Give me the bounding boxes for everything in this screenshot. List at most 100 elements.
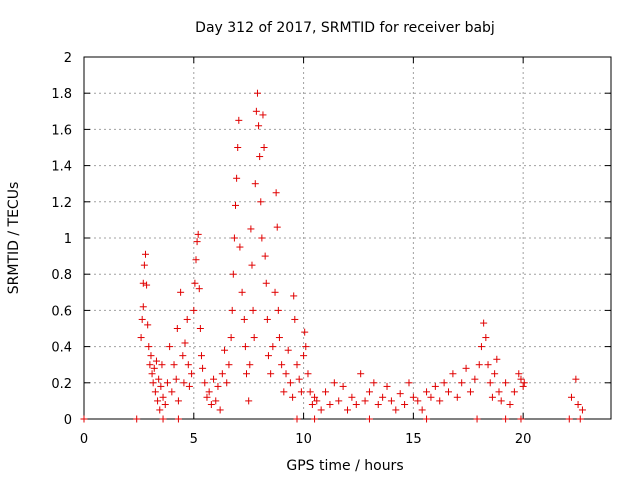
data-point [311, 393, 319, 401]
data-point [151, 388, 159, 396]
x-tick-label: 0 [80, 432, 88, 447]
data-point [306, 388, 314, 396]
data-point [365, 415, 373, 423]
data-point [148, 370, 156, 378]
data-point [477, 343, 485, 351]
data-point [232, 201, 240, 209]
data-point [144, 321, 152, 329]
data-point [250, 334, 258, 342]
data-point [228, 306, 236, 314]
data-point [145, 343, 153, 351]
data-point [143, 281, 151, 289]
y-tick-label: 1.8 [51, 87, 72, 102]
data-point [249, 306, 257, 314]
data-point [248, 261, 256, 269]
data-point [423, 415, 431, 423]
data-point [241, 343, 249, 351]
data-point [280, 388, 288, 396]
data-point [392, 406, 400, 414]
data-point [574, 401, 582, 409]
data-point [293, 415, 301, 423]
data-point [293, 361, 301, 369]
data-point [365, 388, 373, 396]
data-point [147, 352, 155, 360]
data-point [221, 346, 229, 354]
data-point [191, 279, 199, 287]
data-point [207, 401, 215, 409]
data-point [414, 397, 422, 405]
data-point [166, 343, 174, 351]
data-point [163, 379, 171, 387]
x-tick-label: 20 [515, 432, 532, 447]
data-point [275, 334, 283, 342]
data-point [193, 238, 201, 246]
data-point [205, 388, 213, 396]
data-point [262, 279, 270, 287]
data-point [259, 111, 267, 119]
data-point [295, 375, 303, 383]
data-point [486, 379, 494, 387]
data-point [344, 406, 351, 414]
data-point [480, 319, 488, 327]
y-tick-label: 0.8 [51, 268, 72, 283]
data-point [297, 388, 305, 396]
data-point [149, 379, 157, 387]
data-point [348, 393, 356, 401]
data-point [225, 361, 233, 369]
x-tick-label: 5 [190, 432, 198, 447]
data-point [449, 370, 457, 378]
data-point [519, 382, 527, 390]
data-point [286, 379, 294, 387]
data-point [304, 370, 312, 378]
data-point [141, 250, 149, 258]
data-point [495, 388, 503, 396]
data-point [267, 370, 275, 378]
data-point [146, 361, 154, 369]
data-point [139, 279, 147, 287]
data-point [387, 397, 395, 405]
data-point [339, 382, 347, 390]
data-point [212, 397, 220, 405]
y-tick-label: 1 [64, 232, 72, 247]
data-point [172, 375, 180, 383]
y-tick-label: 1.2 [51, 196, 72, 211]
data-point [185, 382, 193, 390]
data-point [427, 393, 435, 401]
data-point [238, 288, 246, 296]
data-point [272, 189, 280, 197]
data-point [431, 382, 439, 390]
y-tick-label: 0.6 [51, 304, 72, 319]
data-point [197, 352, 205, 360]
data-point [247, 225, 255, 233]
data-point [257, 198, 265, 206]
data-point [466, 388, 474, 396]
data-point [264, 352, 272, 360]
data-point [210, 375, 218, 383]
data-point [230, 234, 238, 242]
data-point [473, 415, 481, 423]
data-point [269, 343, 277, 351]
data-point [578, 406, 586, 414]
data-point [152, 357, 160, 365]
data-point [137, 334, 145, 342]
data-point [488, 393, 496, 401]
data-point [159, 415, 167, 423]
data-point [335, 397, 343, 405]
data-point [311, 415, 319, 423]
data-point [170, 361, 178, 369]
data-point [174, 415, 182, 423]
data-point [409, 393, 417, 401]
data-point [471, 375, 479, 383]
data-point [572, 375, 580, 383]
data-point [436, 397, 444, 405]
data-point [194, 230, 202, 238]
data-point [240, 315, 248, 323]
data-point [233, 174, 241, 182]
y-tick-label: 0.4 [51, 341, 72, 356]
x-tick-label: 15 [405, 432, 422, 447]
data-point [161, 401, 169, 409]
data-point [396, 390, 404, 398]
data-point [196, 325, 204, 332]
data-point [515, 370, 523, 378]
